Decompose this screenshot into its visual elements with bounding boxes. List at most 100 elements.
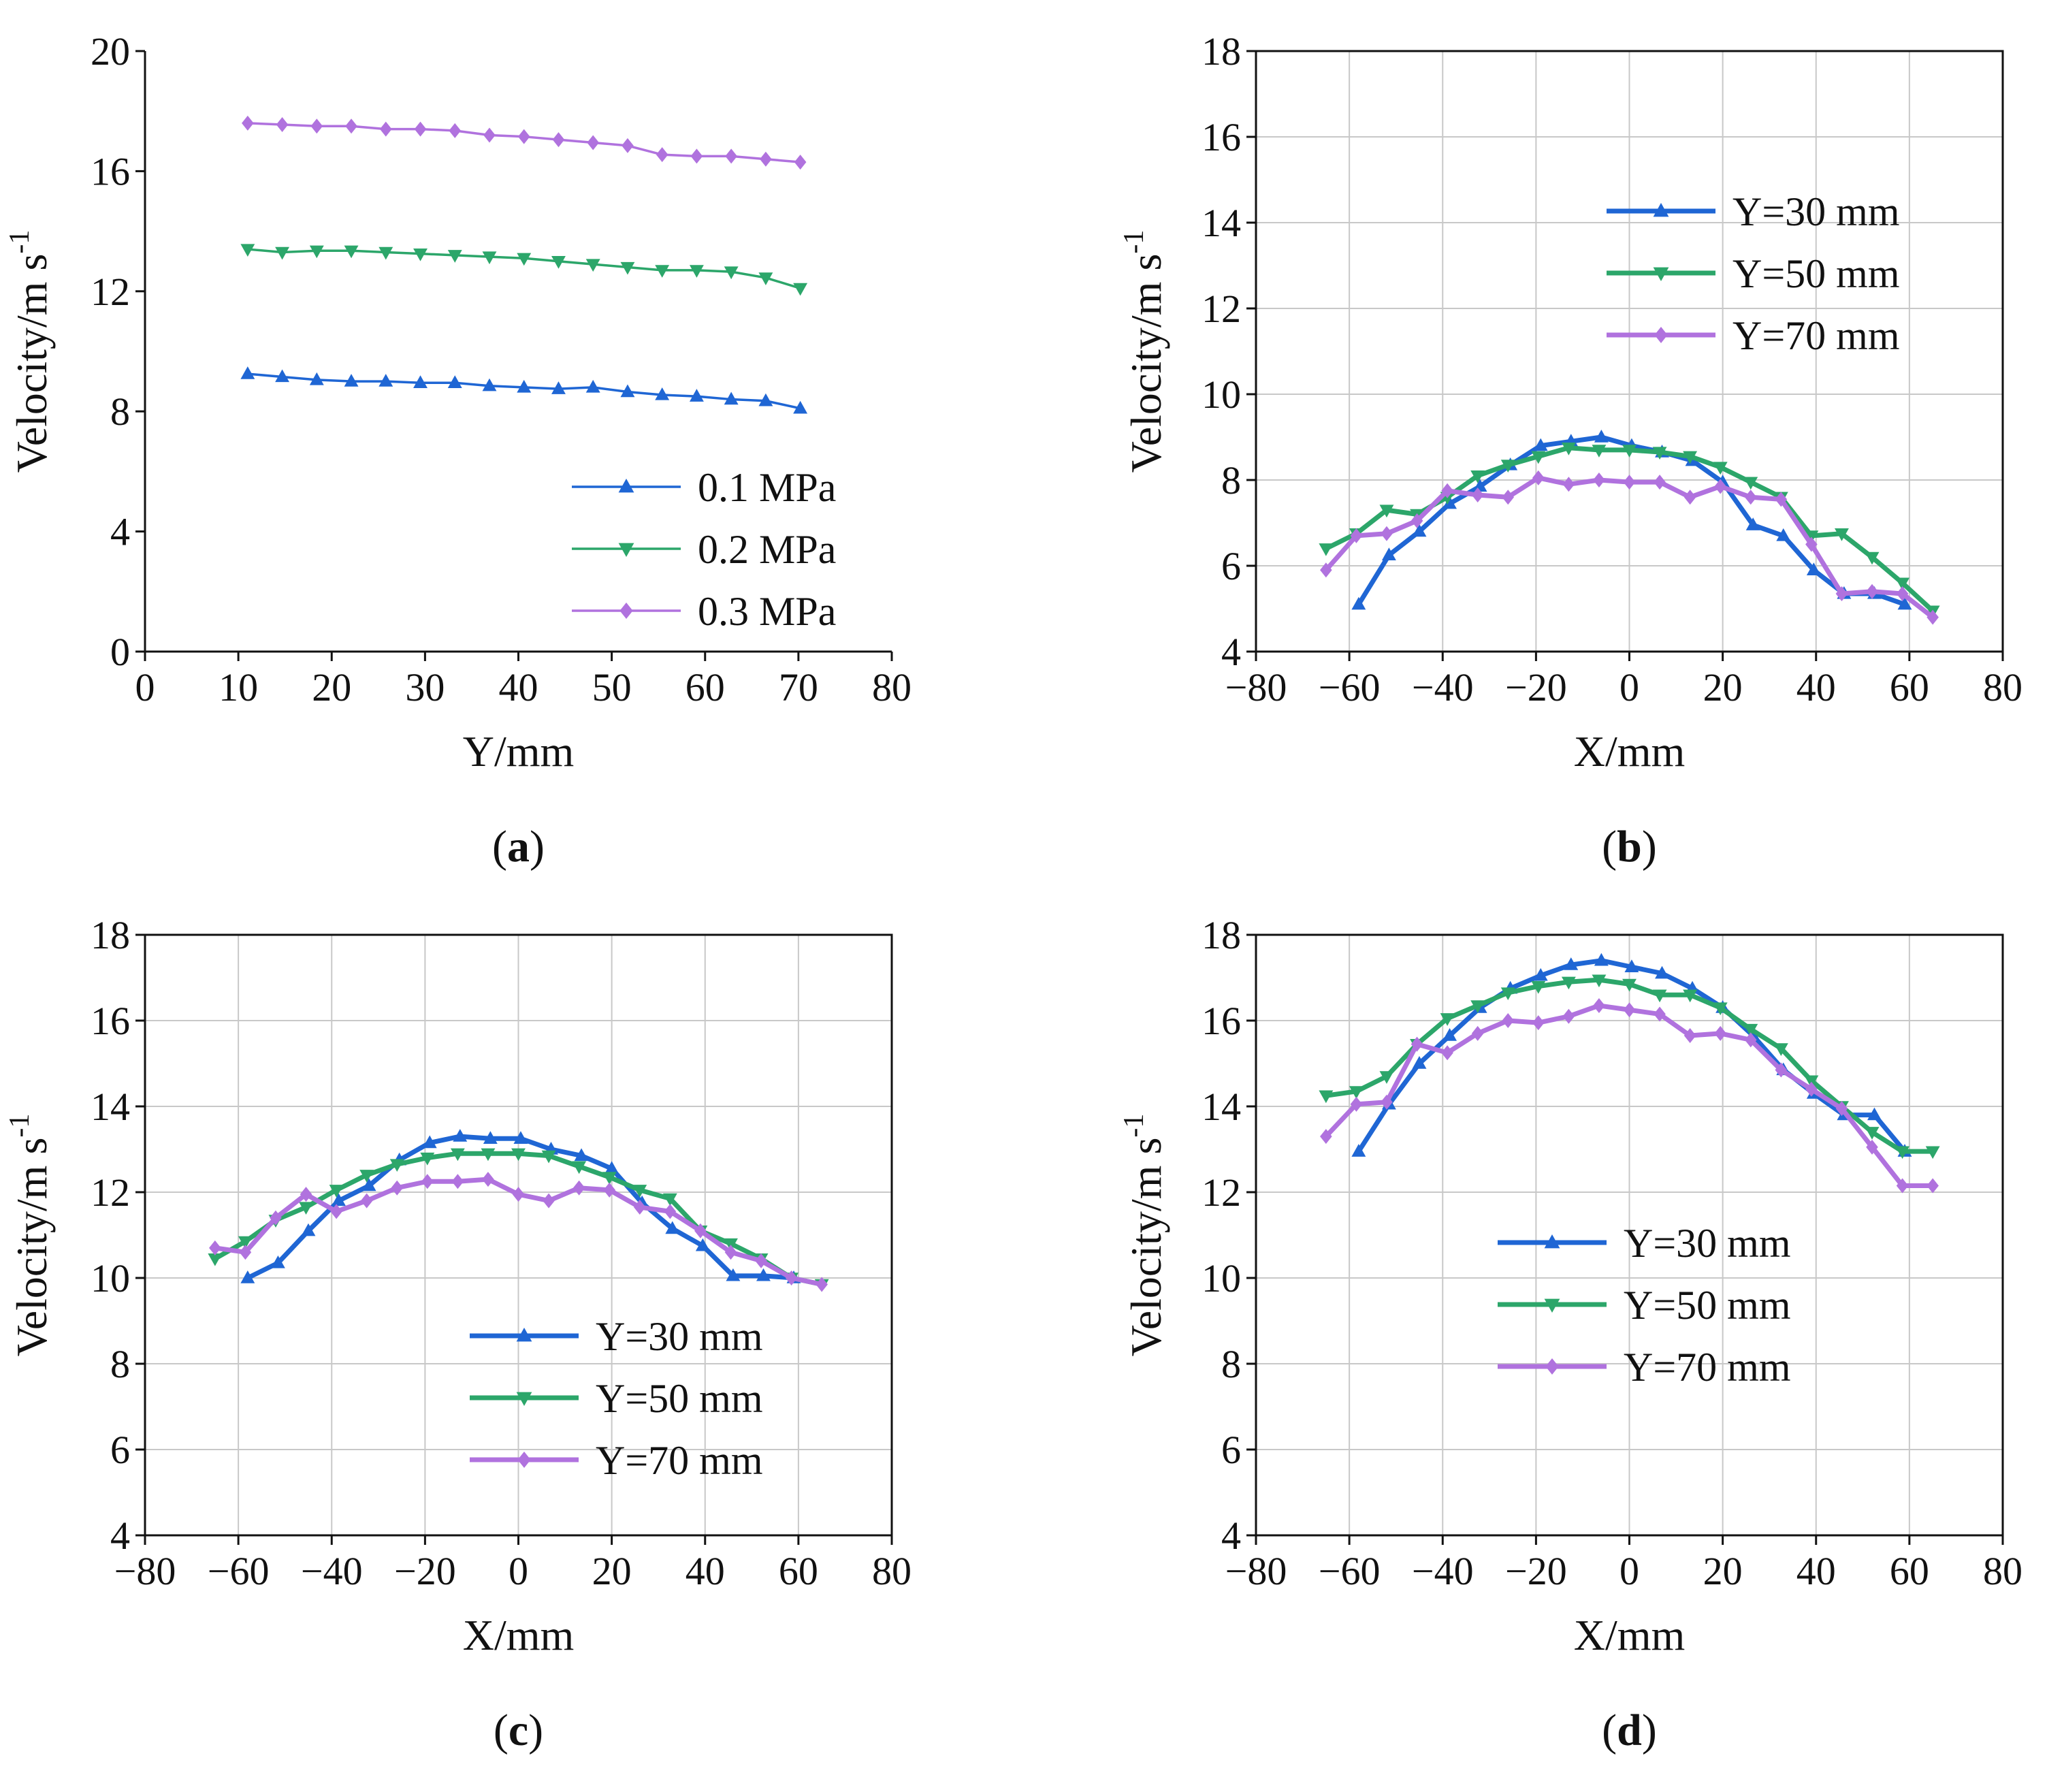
data-point — [1381, 1094, 1393, 1110]
data-point — [695, 1238, 710, 1251]
data-point — [240, 244, 255, 257]
data-point — [1349, 1086, 1364, 1099]
data-point — [552, 132, 565, 148]
data-point — [1806, 562, 1821, 575]
legend-label: 0.2 MPa — [698, 527, 836, 572]
data-point — [482, 1172, 494, 1187]
legend-label: Y=50 mm — [596, 1376, 763, 1421]
data-point — [664, 1204, 677, 1219]
y-axis-title-main: Velocity/m s — [7, 254, 56, 473]
legend-marker — [618, 479, 634, 493]
series-line — [1356, 434, 1906, 607]
data-point — [1381, 547, 1396, 560]
x-tick-label: −20 — [1505, 665, 1567, 709]
data-point — [208, 1253, 223, 1266]
data-point — [665, 1221, 680, 1234]
legend-marker — [1654, 327, 1668, 343]
x-tick-label: −40 — [1412, 1549, 1474, 1593]
x-axis-title: Y/mm — [463, 727, 575, 775]
data-point — [1381, 526, 1393, 541]
y-axis-title: Velocity/m s-1 — [4, 230, 56, 473]
data-point — [587, 135, 599, 150]
data-point — [689, 389, 704, 402]
panel-label-close: ) — [1642, 822, 1657, 871]
data-point — [1683, 490, 1696, 505]
data-point — [755, 1253, 767, 1268]
data-point — [1564, 957, 1579, 970]
data-point — [270, 1255, 285, 1268]
panel-label-open: ( — [1602, 1706, 1617, 1755]
data-point — [309, 372, 324, 385]
data-point — [301, 1223, 316, 1236]
y-tick-label: 16 — [91, 999, 130, 1043]
y-tick-label: 20 — [91, 29, 130, 74]
data-point — [1683, 451, 1698, 464]
x-tick-label: 80 — [1983, 1549, 2022, 1593]
y-tick-label: 10 — [91, 1256, 130, 1300]
y-axis-title: Velocity/m s-1 — [1118, 230, 1170, 473]
data-point — [421, 1174, 434, 1189]
data-point — [1683, 989, 1698, 1003]
data-point — [1897, 596, 1912, 610]
legend-marker — [1544, 1234, 1560, 1249]
series-line — [1356, 958, 1907, 1153]
y-tick-label: 16 — [1202, 999, 1241, 1043]
y-tick-label: 14 — [1202, 201, 1241, 245]
panel-label-open: ( — [1602, 822, 1617, 871]
data-point — [453, 1129, 468, 1142]
data-point — [1593, 473, 1605, 487]
x-tick-label: 60 — [1890, 665, 1929, 709]
y-tick-label: 10 — [1202, 1256, 1241, 1300]
data-point — [310, 118, 323, 134]
data-point — [483, 1131, 498, 1144]
x-axis-title: X/mm — [463, 1611, 575, 1659]
panel-label-letter: c — [509, 1706, 528, 1755]
data-point — [1592, 445, 1607, 458]
x-tick-label: 0 — [1619, 665, 1639, 709]
series-y-70-mm — [1320, 470, 1939, 625]
legend-label: 0.3 MPa — [698, 589, 836, 634]
data-point — [1896, 586, 1909, 601]
data-point — [655, 387, 670, 400]
legend-entry: Y=70 mm — [1498, 1345, 1791, 1390]
legend-entry: Y=70 mm — [470, 1438, 763, 1483]
data-point — [513, 1131, 528, 1144]
y-axis-title-superscript: -1 — [1118, 1114, 1150, 1138]
x-tick-label: −40 — [301, 1549, 363, 1593]
x-tick-label: 80 — [872, 1549, 912, 1593]
panel-label: (d) — [1602, 1706, 1657, 1755]
data-point — [1927, 609, 1939, 625]
data-point — [1773, 1043, 1788, 1056]
x-tick-label: −40 — [1412, 665, 1474, 709]
data-point — [1320, 1129, 1332, 1145]
y-tick-label: 6 — [1221, 1428, 1241, 1472]
data-point — [1775, 1062, 1788, 1078]
panel-label-close: ) — [1642, 1706, 1657, 1755]
data-point — [585, 259, 600, 272]
data-point — [1623, 475, 1636, 490]
x-tick-label: 40 — [1796, 1549, 1836, 1593]
y-tick-label: 14 — [1202, 1085, 1241, 1129]
data-point — [785, 1270, 798, 1285]
panel-label-close: ) — [530, 822, 545, 871]
data-point — [1896, 1178, 1909, 1194]
data-point — [1654, 1006, 1666, 1022]
data-point — [1867, 1107, 1882, 1121]
x-tick-label: 0 — [1619, 1549, 1639, 1593]
data-point — [1895, 577, 1910, 591]
data-point — [483, 127, 496, 143]
data-point — [1440, 1013, 1455, 1026]
data-point — [605, 1161, 619, 1174]
legend-entry: Y=30 mm — [470, 1314, 763, 1359]
legend-entry: Y=50 mm — [470, 1376, 763, 1421]
series-y-50-mm — [1319, 974, 1940, 1159]
data-point — [209, 1240, 221, 1255]
data-point — [1442, 496, 1457, 509]
legend-marker — [516, 1328, 532, 1342]
data-point — [329, 1185, 344, 1198]
data-point — [449, 123, 462, 138]
x-tick-label: 40 — [1796, 665, 1836, 709]
data-point — [1743, 1023, 1758, 1037]
legend-label: Y=30 mm — [596, 1314, 763, 1359]
data-point — [543, 1193, 555, 1209]
